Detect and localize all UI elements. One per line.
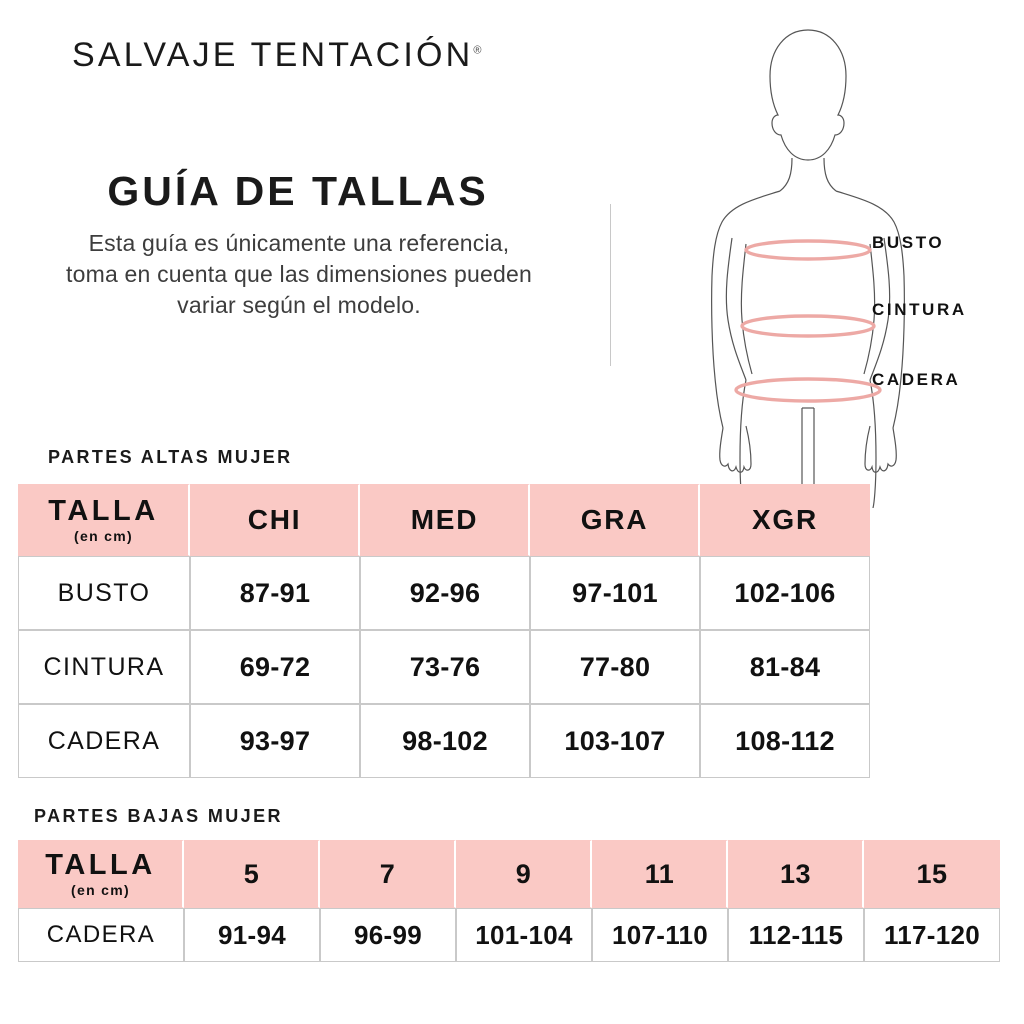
cell-cintura-chi: 69-72 — [190, 630, 360, 704]
table-row: CADERA 91-94 96-99 101-104 107-110 112-1… — [18, 908, 1000, 962]
header-cell-size-5: 5 — [184, 840, 320, 908]
cell-cadera-7: 96-99 — [320, 908, 456, 962]
table-header-row: TALLA (en cm) 5 7 9 11 13 15 — [18, 840, 1000, 908]
table-row: CADERA 93-97 98-102 103-107 108-112 — [18, 704, 870, 778]
diagram-label-cadera: CADERA — [872, 370, 961, 389]
hip-measure-line — [734, 377, 882, 403]
cell-cadera-11: 107-110 — [592, 908, 728, 962]
table-row: BUSTO 87-91 92-96 97-101 102-106 — [18, 556, 870, 630]
cell-cadera-5: 91-94 — [184, 908, 320, 962]
cell-cadera-xgr: 108-112 — [700, 704, 870, 778]
table-header-row: TALLA (en cm) CHI MED GRA XGR — [18, 484, 870, 556]
cell-cintura-gra: 77-80 — [530, 630, 700, 704]
header-cell-talla: TALLA (en cm) — [18, 484, 190, 556]
talla-label: TALLA — [48, 495, 159, 528]
header-cell-chi: CHI — [190, 484, 360, 556]
table-row: CINTURA 69-72 73-76 77-80 81-84 — [18, 630, 870, 704]
waist-measure-line — [740, 314, 876, 338]
cell-cintura-med: 73-76 — [360, 630, 530, 704]
cell-busto-gra: 97-101 — [530, 556, 700, 630]
female-silhouette-icon — [711, 29, 905, 508]
caption-partes-bajas: PARTES BAJAS MUJER — [34, 806, 283, 826]
table-partes-bajas-mujer: TALLA (en cm) 5 7 9 11 13 15 CADERA 91-9… — [18, 840, 1000, 962]
header-cell-size-15: 15 — [864, 840, 1000, 908]
diagram-label-busto: BUSTO — [872, 233, 945, 252]
header-cell-talla-bajas: TALLA (en cm) — [18, 840, 184, 908]
caption-partes-altas: PARTES ALTAS MUJER — [48, 447, 293, 467]
header-cell-xgr: XGR — [700, 484, 870, 556]
cell-cadera-9: 101-104 — [456, 908, 592, 962]
header-cell-size-11: 11 — [592, 840, 728, 908]
registered-mark-icon: ® — [473, 44, 482, 57]
header-cell-size-13: 13 — [728, 840, 864, 908]
brand-logo: SALVAJE TENTACIÓN® — [72, 36, 482, 75]
table-partes-altas-mujer: TALLA (en cm) CHI MED GRA XGR BUSTO 87-9… — [18, 484, 870, 778]
row-label-cadera: CADERA — [18, 704, 190, 778]
cell-cadera-15: 117-120 — [864, 908, 1000, 962]
cell-cadera-med: 98-102 — [360, 704, 530, 778]
cell-cadera-gra: 103-107 — [530, 704, 700, 778]
brand-name: SALVAJE TENTACIÓN — [72, 36, 474, 74]
header-cell-size-9: 9 — [456, 840, 592, 908]
bust-measure-line — [744, 239, 872, 261]
cell-busto-med: 92-96 — [360, 556, 530, 630]
cell-cadera-13: 112-115 — [728, 908, 864, 962]
cell-cadera-chi: 93-97 — [190, 704, 360, 778]
page-title: GUÍA DE TALLAS — [107, 168, 489, 214]
row-label-busto: BUSTO — [18, 556, 190, 630]
header-cell-gra: GRA — [530, 484, 700, 556]
row-label-cadera-bajas: CADERA — [18, 908, 184, 962]
intro-text: Esta guía es únicamente una referencia, … — [66, 230, 532, 318]
cell-busto-chi: 87-91 — [190, 556, 360, 630]
talla-label-bajas: TALLA — [45, 849, 156, 882]
body-figure-diagram — [612, 8, 1024, 508]
talla-unit: (en cm) — [74, 527, 133, 544]
header-cell-size-7: 7 — [320, 840, 456, 908]
talla-unit-bajas: (en cm) — [71, 881, 130, 898]
row-label-cintura: CINTURA — [18, 630, 190, 704]
header-cell-med: MED — [360, 484, 530, 556]
cell-cintura-xgr: 81-84 — [700, 630, 870, 704]
cell-busto-xgr: 102-106 — [700, 556, 870, 630]
vertical-divider — [610, 204, 611, 366]
diagram-label-cintura: CINTURA — [872, 300, 967, 319]
